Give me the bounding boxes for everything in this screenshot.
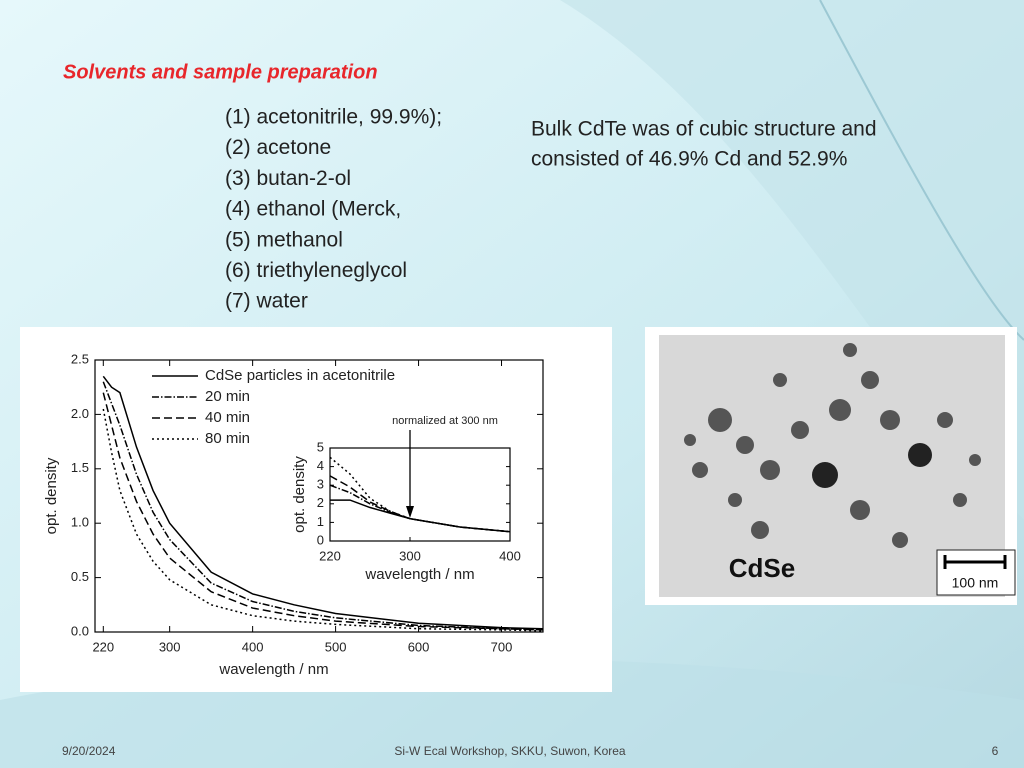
x-tick-label: 400 [499, 548, 521, 563]
solvent-item: (5) methanol [225, 228, 343, 251]
series-line [102, 381, 544, 631]
x-tick-label: 300 [399, 548, 421, 563]
series-line [102, 392, 544, 631]
y-axis-label: opt. density [43, 457, 60, 534]
solvent-item: (1) acetonitrile, 99.9%); [225, 106, 442, 129]
footer-text: Si-W Ecal Workshop, SKKU, Suwon, Korea [394, 744, 626, 758]
y-tick-label: 1.0 [71, 515, 89, 530]
y-tick-label: 1.5 [71, 460, 89, 475]
x-axis-label: wavelength / nm [218, 661, 328, 678]
annotation-arrowhead [406, 506, 414, 518]
y-tick-label: 4 [317, 458, 324, 473]
y-tick-label: 5 [317, 439, 324, 454]
slide-title: Solvents and sample preparation [63, 61, 378, 83]
series-line [329, 484, 511, 533]
charts: 220 300 400 500 600 700 0.0 0.5 1.0 1.5 2.0 2.5 wave… [43, 351, 544, 678]
y-tick-label: 1 [317, 514, 324, 529]
page-number: 6 [992, 744, 999, 758]
solvent-list: (1) acetonitrile, 99.9%); (2) acetone (3) … [225, 106, 442, 313]
x-tick-label: 300 [159, 639, 181, 654]
particles [684, 343, 981, 548]
scale-label: 100 nm [952, 575, 999, 591]
plot-frame [329, 447, 511, 542]
solvent-item: (3) butan-2-ol [225, 167, 351, 190]
note-line: consisted of 46.9% Cd and 52.9% [531, 148, 847, 171]
x-tick-label: 600 [408, 639, 430, 654]
y-tick-label: 0.5 [71, 569, 89, 584]
solvent-item: (7) water [225, 290, 308, 313]
x-tick-label: 220 [92, 639, 114, 654]
y-tick-label: 3 [317, 477, 324, 492]
y-tick-label: 2 [317, 495, 324, 510]
scale-bar [943, 555, 1007, 569]
x-tick-label: 400 [242, 639, 264, 654]
y-tick-label: 2.0 [71, 406, 89, 421]
x-axis-label: wavelength / nm [364, 566, 474, 583]
legend-label: CdSe particles in acetonitrile [205, 367, 395, 384]
y-tick-label: 0 [317, 532, 324, 547]
y-axis-label: opt. density [291, 456, 308, 533]
x-tick-label: 700 [491, 639, 513, 654]
x-tick-label: 500 [325, 639, 347, 654]
micrograph: CdSe 100 nm [645, 327, 1017, 605]
y-tick-label: 0.0 [71, 623, 89, 638]
x-tick-label: 220 [319, 548, 341, 563]
legend-label: 40 min [205, 409, 250, 426]
legend-label: 80 min [205, 430, 250, 447]
series-line [329, 456, 511, 533]
annotation: normalized at 300 nm [392, 415, 498, 427]
solvent-item: (6) triethyleneglycol [225, 259, 407, 282]
y-tick-label: 2.5 [71, 351, 89, 366]
series-line [102, 408, 544, 632]
note-line: Bulk CdTe was of cubic structure and [531, 118, 877, 141]
legend-label: 20 min [205, 388, 250, 405]
decor-shape [560, 0, 1024, 520]
solvent-item: (2) acetone [225, 136, 331, 159]
footer-date: 9/20/2024 [62, 744, 116, 758]
decor-line [819, 0, 1024, 341]
image-label: CdSe [729, 553, 795, 583]
series-line [102, 375, 544, 630]
scale-box [936, 549, 1016, 596]
solvent-item: (4) ethanol (Merck, [225, 198, 401, 221]
